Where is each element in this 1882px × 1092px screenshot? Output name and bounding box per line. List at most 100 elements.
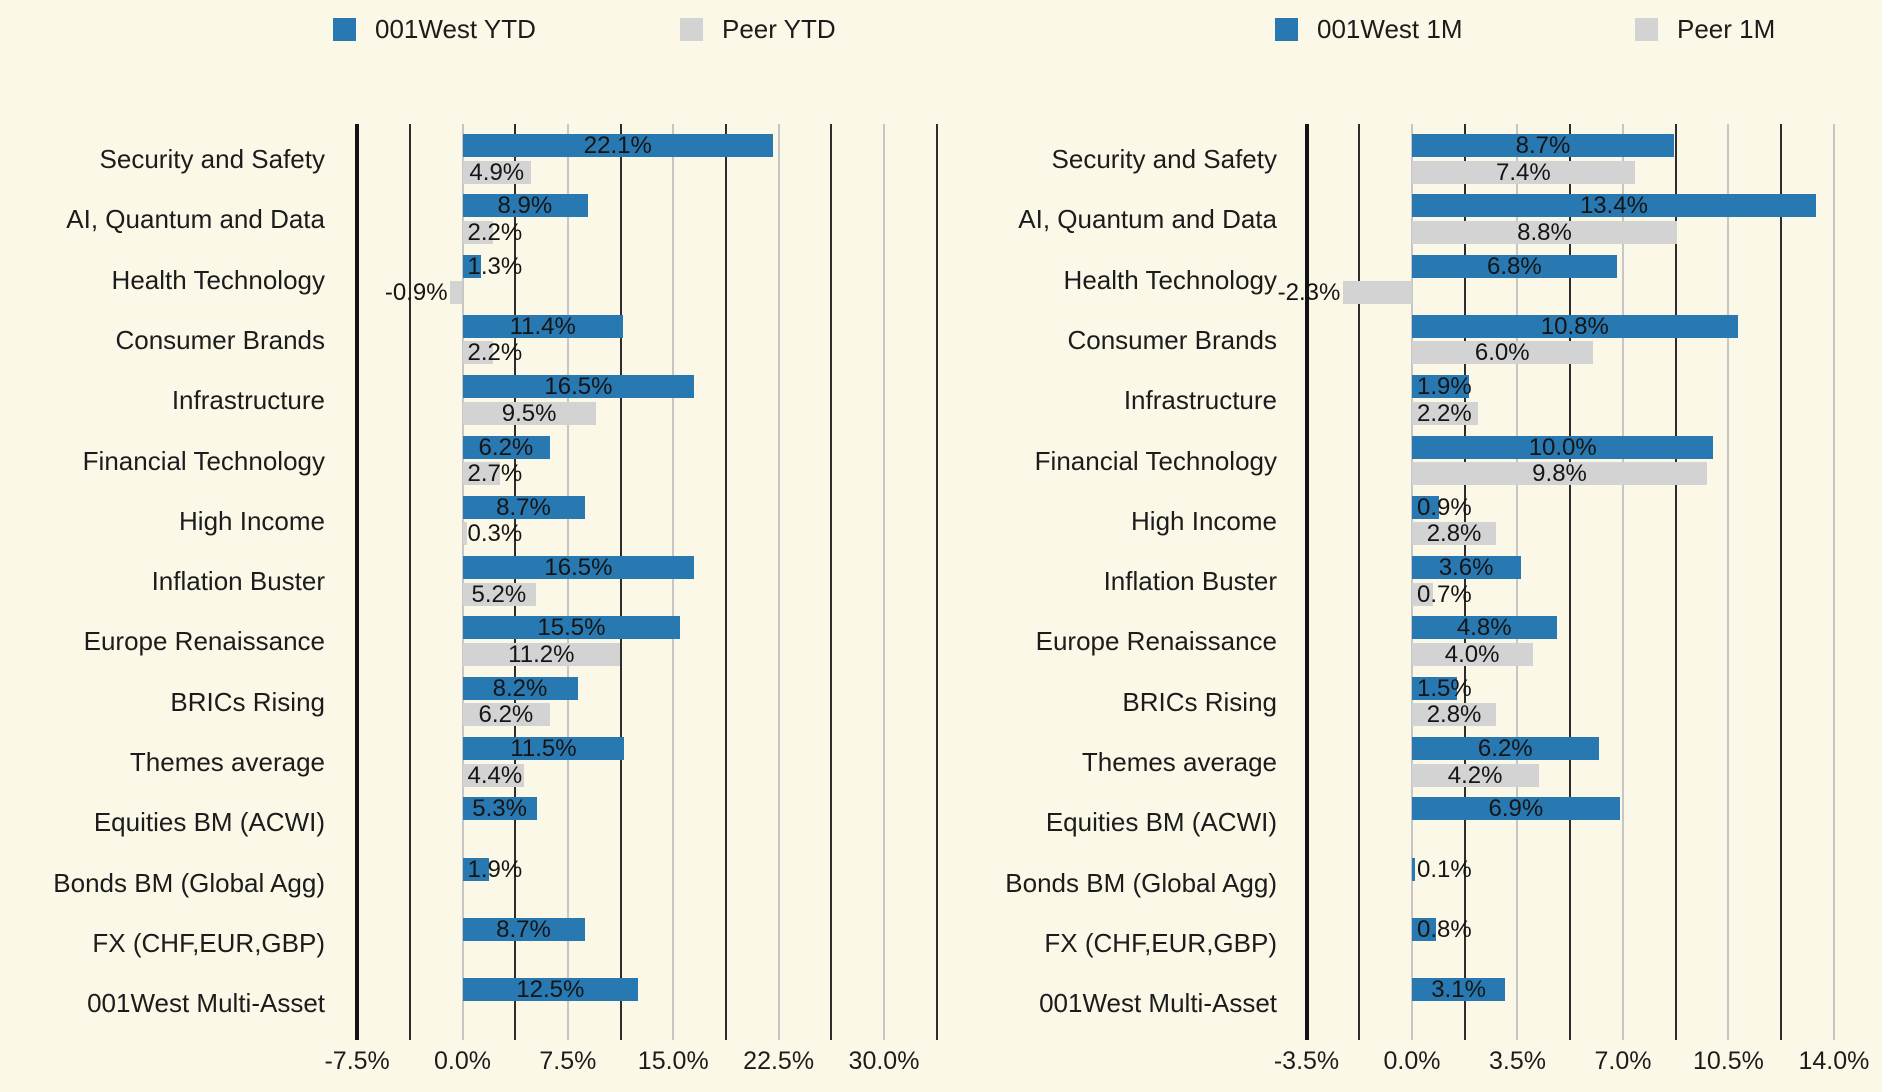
value-label: 4.4%	[467, 761, 523, 789]
value-label: 8.9%	[497, 192, 553, 220]
value-label: 8.7%	[496, 915, 551, 943]
value-label: 6.2%	[478, 701, 534, 729]
peer-bar	[1412, 341, 1593, 365]
value-label: 9.8%	[1532, 460, 1587, 487]
value-label: 0.3%	[467, 520, 523, 548]
gridline	[1674, 124, 1677, 1040]
axis-line	[355, 124, 360, 1040]
primary-bar	[1412, 556, 1521, 580]
value-label: 2.2%	[1417, 399, 1472, 427]
gridline	[883, 124, 885, 1040]
category-label: Europe Renaissance	[1035, 626, 1277, 657]
peer-bar	[1412, 703, 1497, 727]
value-label: 22.1%	[583, 132, 652, 159]
category-label: BRICs Rising	[1122, 686, 1277, 717]
category-label: Bonds BM (Global Agg)	[1005, 867, 1277, 898]
primary-bar	[462, 375, 695, 399]
value-label: 0.1%	[1417, 855, 1472, 883]
value-label: 2.8%	[1426, 520, 1482, 548]
category-label: Infrastructure	[1123, 385, 1277, 416]
gridline	[724, 124, 727, 1040]
axis-line	[1304, 124, 1309, 1040]
gridline	[566, 124, 569, 1040]
category-label: Security and Safety	[1051, 144, 1277, 174]
category-label: 001West Multi-Asset	[87, 988, 325, 1019]
peer-bar	[462, 763, 525, 787]
gridline	[935, 124, 938, 1040]
primary-bar	[1412, 254, 1617, 278]
category-label: High Income	[1131, 505, 1277, 536]
value-label: 4.2%	[1447, 761, 1503, 789]
legend-item-peer-ytd: Peer YTD	[680, 16, 836, 42]
gridline	[830, 124, 833, 1040]
legend-swatch-001west-1m	[1275, 17, 1298, 41]
value-label: 0.8%	[1417, 915, 1472, 943]
value-label: 9.5%	[501, 399, 557, 427]
value-label: 5.2%	[471, 580, 527, 608]
category-label: Inflation Buster	[1103, 566, 1277, 597]
category-label: Themes average	[129, 747, 325, 777]
category-label: 001West Multi-Asset	[1039, 988, 1277, 1019]
peer-bar	[1412, 220, 1678, 244]
gridline	[1516, 124, 1519, 1040]
category-label: Europe Renaissance	[83, 626, 325, 657]
value-label: 4.9%	[469, 158, 525, 186]
value-label: 0.9%	[1417, 493, 1472, 521]
value-label: 6.9%	[1488, 795, 1544, 823]
value-label: 8.2%	[492, 674, 548, 702]
primary-bar	[462, 917, 585, 941]
peer-bar	[462, 220, 494, 244]
value-label: 6.2%	[1477, 735, 1533, 762]
primary-bar	[1412, 978, 1506, 1002]
value-label: 3.6%	[1438, 554, 1494, 582]
primary-bar	[1412, 314, 1738, 338]
legend-swatch-001west-ytd	[333, 17, 356, 41]
peer-bar	[1412, 160, 1636, 184]
legend-swatch-peer-ytd	[680, 17, 703, 41]
axis-tick-label: 10.5%	[1693, 1047, 1764, 1075]
gridline	[1832, 124, 1835, 1040]
value-label: -2.3%	[1277, 279, 1341, 307]
category-label: Consumer Brands	[1067, 324, 1277, 355]
category-label: Inflation Buster	[151, 566, 325, 597]
value-label: -0.9%	[384, 279, 448, 307]
legend-label-peer-1m: Peer 1M	[1677, 14, 1776, 44]
axis-tick-label: 15.0%	[637, 1047, 709, 1075]
value-label: 16.5%	[544, 373, 613, 401]
axis-tick-label: 3.5%	[1488, 1047, 1546, 1075]
primary-bar	[462, 616, 681, 640]
gridline	[1358, 124, 1361, 1040]
value-label: 11.2%	[508, 640, 575, 668]
peer-bar	[1412, 642, 1533, 666]
gridline	[619, 124, 622, 1040]
value-label: 6.8%	[1486, 252, 1542, 280]
value-label: 1.5%	[1417, 674, 1472, 702]
value-label: 2.2%	[467, 339, 523, 367]
value-label: 10.0%	[1528, 433, 1597, 461]
primary-bar	[462, 978, 639, 1002]
peer-bar	[462, 160, 532, 184]
primary-bar	[1412, 737, 1599, 760]
legend-label-001west-ytd: 001West YTD	[375, 14, 536, 44]
category-label: Financial Technology	[82, 445, 325, 476]
value-label: 15.5%	[537, 614, 606, 642]
primary-bar	[462, 495, 585, 519]
gridline	[1621, 124, 1624, 1040]
category-label: Health Technology	[1063, 264, 1277, 295]
peer-bar	[462, 642, 620, 666]
primary-bar	[462, 194, 588, 218]
primary-bar	[462, 676, 578, 700]
value-label: 12.5%	[516, 976, 585, 1004]
gridline	[672, 124, 675, 1040]
value-label: 8.7%	[1515, 132, 1571, 159]
category-label: AI, Quantum and Data	[1018, 204, 1277, 235]
value-label: 10.8%	[1540, 312, 1609, 340]
legend-label-peer-ytd: Peer YTD	[722, 14, 836, 44]
peer-bar	[462, 401, 596, 425]
primary-bar	[1412, 435, 1714, 459]
value-label: 4.8%	[1456, 614, 1512, 642]
primary-bar	[462, 314, 623, 338]
legend-item-001west-1m: 001West 1M	[1275, 16, 1462, 42]
primary-bar	[462, 556, 695, 580]
primary-bar	[462, 797, 537, 821]
